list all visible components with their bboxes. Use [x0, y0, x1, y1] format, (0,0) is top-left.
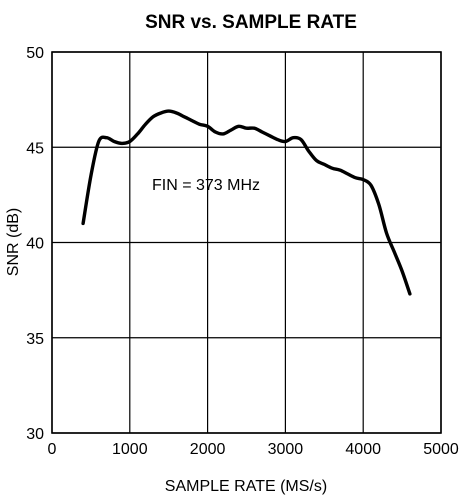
x-tick-label: 5000	[423, 441, 459, 458]
series-layer	[81, 109, 412, 296]
x-tick-label: 4000	[345, 441, 381, 458]
y-tick-labels: 30 35 40 45 50	[26, 45, 44, 443]
plot-frame	[51, 51, 442, 434]
chart-title: SNR vs. SAMPLE RATE	[145, 12, 357, 33]
x-tick-label: 1000	[112, 441, 148, 458]
x-tick-label: 3000	[268, 441, 304, 458]
y-tick-label: 40	[26, 236, 44, 253]
x-tick-labels: 0 1000 2000 3000 4000 5000	[48, 441, 459, 458]
y-axis-label: SNR (dB)	[5, 208, 22, 276]
y-tick-label: 30	[26, 426, 44, 443]
x-tick-label: 0	[48, 441, 57, 458]
x-tick-label: 2000	[190, 441, 226, 458]
grid	[51, 51, 442, 434]
y-tick-label: 45	[26, 140, 44, 157]
snr-series-line	[81, 109, 412, 296]
fin-annotation: FIN = 373 MHz	[152, 177, 260, 194]
x-axis-label: SAMPLE RATE (MS/s)	[165, 478, 327, 495]
y-tick-label: 35	[26, 331, 44, 348]
y-tick-label: 50	[26, 45, 44, 62]
